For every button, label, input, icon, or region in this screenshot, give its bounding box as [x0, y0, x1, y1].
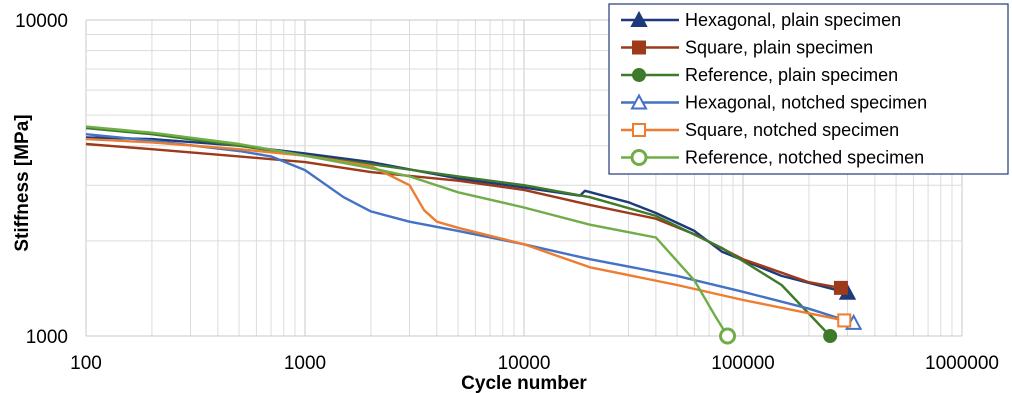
- legend-item: Reference, plain specimen: [621, 65, 898, 85]
- legend-marker: [630, 149, 648, 166]
- legend-label: Hexagonal, notched specimen: [685, 93, 927, 113]
- series-end-marker: [719, 327, 737, 345]
- legend: Hexagonal, plain specimen Square, plain s…: [608, 3, 1009, 175]
- legend-item: Square, plain specimen: [621, 38, 873, 58]
- series-end-marker: [837, 313, 852, 328]
- legend-label: Hexagonal, plain specimen: [685, 10, 901, 30]
- series-5: [85, 125, 737, 345]
- legend-label: Reference, plain specimen: [685, 65, 898, 85]
- legend-item: Square, notched specimen: [621, 120, 899, 140]
- series-2: [85, 126, 838, 343]
- series-end-marker: [823, 329, 838, 343]
- series-line: [85, 142, 842, 290]
- y-tick-label: 1000: [26, 327, 68, 348]
- series-line: [85, 126, 831, 337]
- series-4: [85, 137, 852, 328]
- legend-box: [608, 3, 1009, 175]
- x-tick-label: 1000000: [925, 353, 999, 374]
- legend-label: Square, plain specimen: [685, 38, 873, 58]
- series-layer: [85, 125, 863, 345]
- legend-label: Square, notched specimen: [685, 120, 899, 140]
- legend-label: Reference, notched specimen: [685, 148, 924, 168]
- series-end-marker: [833, 280, 848, 295]
- y-axis-title: Stiffness [MPa]: [12, 114, 33, 251]
- legend-marker: [632, 68, 646, 82]
- legend-marker: [632, 123, 646, 137]
- x-tick-label: 1000: [284, 353, 326, 374]
- legend-item: Reference, notched specimen: [621, 148, 924, 168]
- x-tick-label: 100000: [711, 353, 774, 374]
- legend-marker: [630, 10, 648, 27]
- series-1: [85, 142, 848, 295]
- x-axis-title: Cycle number: [461, 373, 587, 393]
- series-line: [85, 125, 729, 337]
- legend-item: Hexagonal, plain specimen: [621, 10, 901, 30]
- x-tick-label: 10000: [498, 353, 551, 374]
- series-line: [85, 133, 854, 325]
- series-line: [85, 137, 845, 322]
- y-tick-label: 10000: [15, 11, 68, 32]
- legend-marker: [630, 93, 648, 110]
- legend-item: Hexagonal, notched specimen: [621, 93, 927, 113]
- x-tick-label: 100: [70, 353, 102, 374]
- legend-marker: [632, 40, 646, 55]
